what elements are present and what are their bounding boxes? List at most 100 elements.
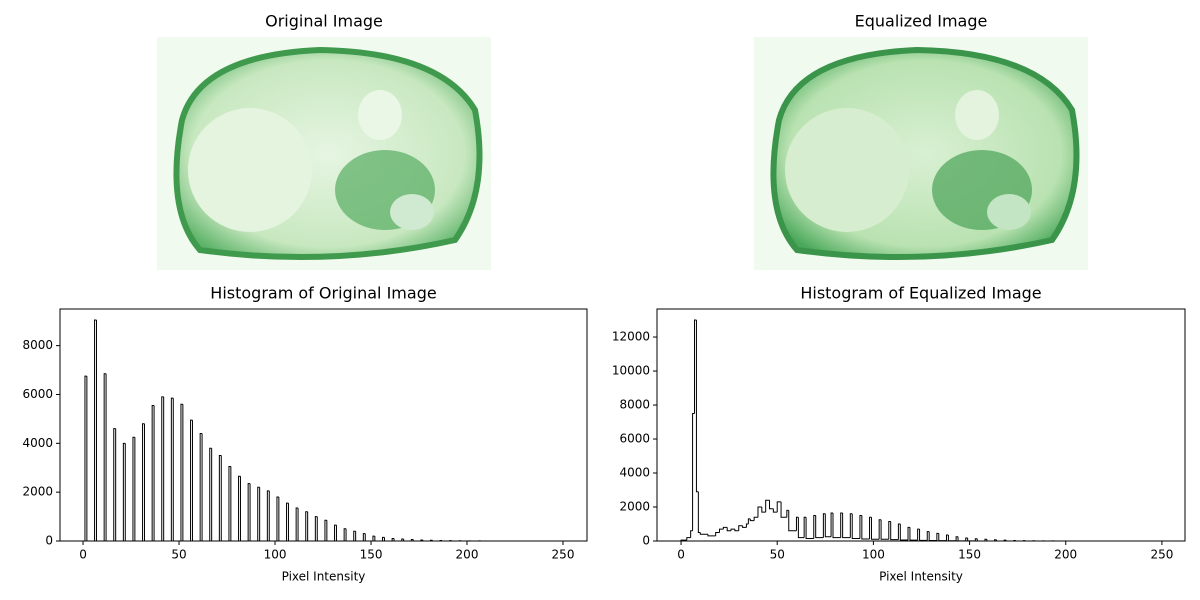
y-tick-label: 12000 <box>612 330 650 344</box>
histogram-bin <box>305 511 308 541</box>
histogram-bin <box>218 455 222 541</box>
y-tick-label: 4000 <box>619 466 650 480</box>
histogram-bin <box>401 538 404 541</box>
axes-frame <box>656 308 1186 542</box>
y-tick-label: 10000 <box>612 364 650 378</box>
x-tick-label: 100 <box>862 548 885 562</box>
histogram-bin <box>772 508 778 513</box>
histogram-bin <box>974 538 978 541</box>
axes-frame <box>59 308 588 542</box>
histogram-bin <box>287 503 297 542</box>
histogram-bin <box>692 413 695 531</box>
histogram-bin <box>707 534 716 537</box>
x-axis-label: Pixel Intensity <box>282 570 366 584</box>
histogram-bin <box>307 511 316 542</box>
histogram-bin <box>919 529 928 541</box>
y-tick-label: 0 <box>642 534 650 548</box>
histogram-bin <box>86 376 95 542</box>
histogram-bin <box>95 319 105 542</box>
histogram-bin <box>909 527 918 541</box>
histogram-bin <box>278 497 287 542</box>
histogram-bin <box>842 512 851 539</box>
histogram-bin <box>722 526 728 530</box>
histogram-bin <box>182 404 191 542</box>
histogram-bin <box>286 502 289 541</box>
histogram-bin <box>699 532 708 535</box>
histogram-bin <box>364 533 373 542</box>
histogram-bin <box>753 516 758 521</box>
histogram-bin <box>719 528 724 533</box>
histogram-bin <box>686 537 691 541</box>
x-tick-label: 150 <box>958 548 981 562</box>
histogram-bin <box>832 512 841 539</box>
histogram-bin <box>199 433 203 541</box>
x-tick-label: 0 <box>79 548 87 562</box>
histogram-bin <box>345 528 354 542</box>
histogram-bin <box>249 483 258 542</box>
histogram-bin <box>745 523 749 528</box>
histogram-bin <box>326 520 335 542</box>
histogram-bin <box>965 537 968 541</box>
y-tick-label: 2000 <box>22 485 53 499</box>
histogram-bin <box>201 433 210 542</box>
histogram-bin <box>917 528 920 541</box>
histogram-bin <box>124 443 133 542</box>
histogram-bin <box>695 320 699 493</box>
histogram-bin <box>295 507 299 541</box>
histogram-bin <box>247 483 251 541</box>
histogram-bin <box>694 319 697 414</box>
histogram-bin <box>161 396 164 541</box>
y-tick-label: 8000 <box>619 398 650 412</box>
histogram-bin <box>170 397 174 541</box>
histogram-bin <box>815 515 824 539</box>
chart-title: Histogram of Original Image <box>210 284 436 303</box>
histogram-bin <box>869 516 872 539</box>
histogram-bin <box>391 538 395 541</box>
histogram-bin <box>84 375 87 541</box>
histogram-bin <box>926 531 930 541</box>
histogram-bin <box>822 513 826 538</box>
histogram-bin <box>103 373 107 541</box>
histogram-bin <box>259 487 268 542</box>
histogram-bin <box>715 532 720 536</box>
x-tick-label: 250 <box>552 548 575 562</box>
x-tick-label: 250 <box>1150 548 1173 562</box>
equalized-image <box>754 37 1088 270</box>
liver <box>188 108 312 232</box>
original-image <box>157 37 491 270</box>
histogram-bin <box>383 537 393 542</box>
histogram-bin <box>788 510 797 532</box>
histogram-bin <box>757 506 762 518</box>
histogram-bin <box>957 536 966 542</box>
histogram-bin <box>726 527 732 532</box>
histogram-bin <box>143 423 153 542</box>
histogram-bin <box>316 516 325 542</box>
histogram-bin <box>878 519 882 540</box>
histogram-bin <box>897 523 901 540</box>
organ <box>955 90 999 140</box>
histogram-bin <box>947 535 957 542</box>
histogram-bin <box>824 513 832 538</box>
y-tick-label: 8000 <box>22 338 53 352</box>
histogram-bin <box>851 513 860 539</box>
histogram-bin <box>113 428 116 541</box>
histogram-bin <box>163 396 172 542</box>
histogram-bin <box>334 524 337 541</box>
chart-title: Histogram of Equalized Image <box>800 284 1041 303</box>
x-tick-label: 50 <box>171 548 186 562</box>
x-tick-label: 0 <box>677 548 685 562</box>
histogram-bin <box>795 516 799 531</box>
histogram-bin <box>151 404 155 541</box>
histogram-bin <box>191 420 201 542</box>
histogram-bin <box>859 515 862 539</box>
histogram-bin <box>690 530 693 538</box>
histogram-bin <box>353 530 356 541</box>
histogram-bin <box>324 519 327 541</box>
histogram-bin <box>172 398 181 542</box>
histogram-bin <box>314 516 318 541</box>
histogram-bin <box>813 515 816 539</box>
histogram-bin <box>907 526 910 540</box>
y-tick-label: 6000 <box>22 387 53 401</box>
histogram-bin <box>276 496 279 541</box>
